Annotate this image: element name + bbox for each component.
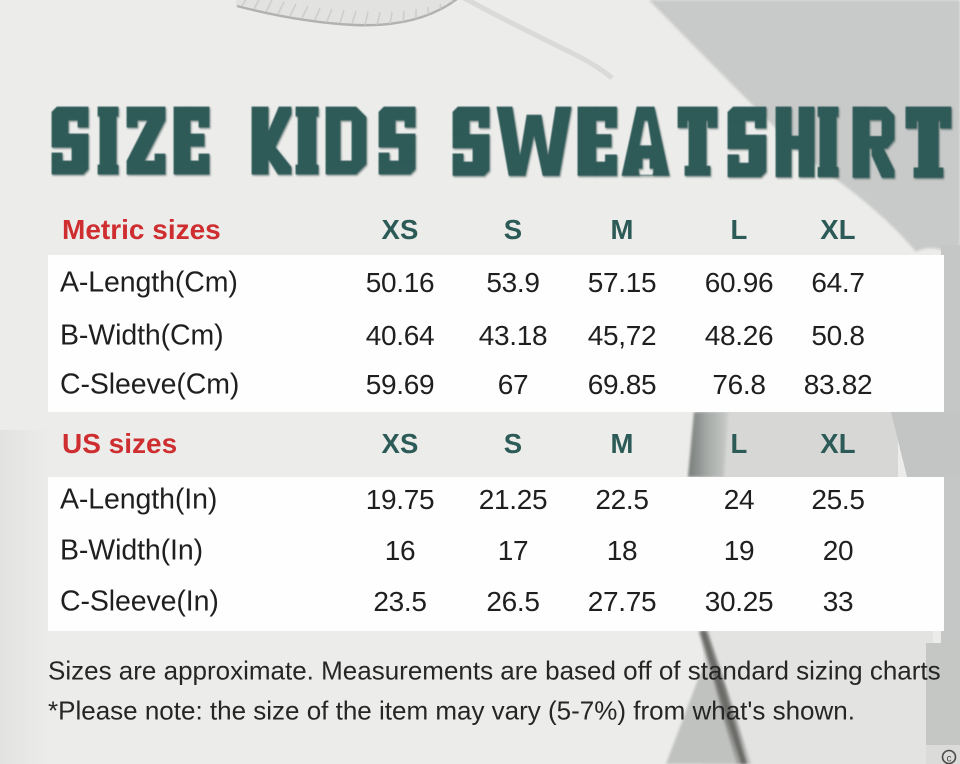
svg-text:c: c bbox=[947, 754, 952, 764]
